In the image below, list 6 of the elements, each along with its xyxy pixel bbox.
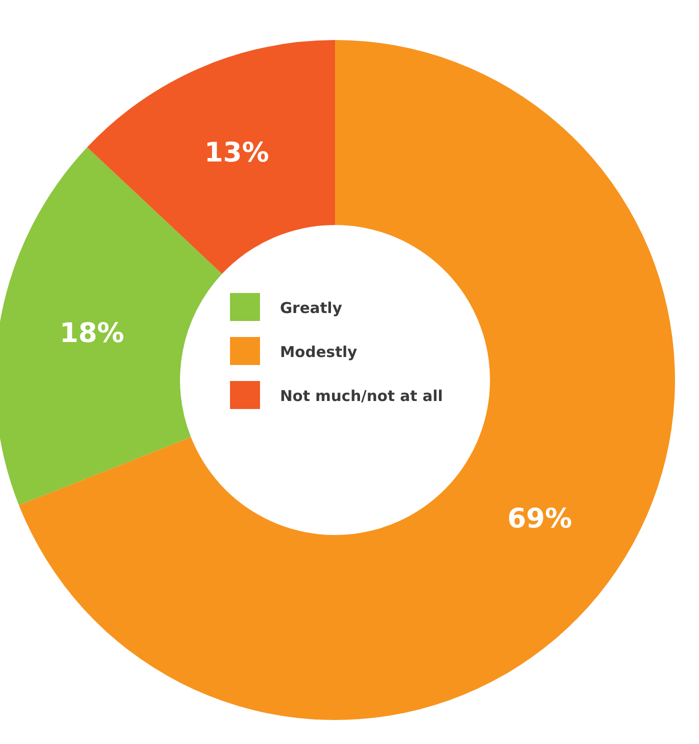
data-label: 18% bbox=[60, 318, 124, 350]
legend-label: Not much/not at all bbox=[280, 387, 443, 405]
legend-label: Greatly bbox=[280, 299, 342, 317]
data-label: 69% bbox=[507, 504, 572, 535]
legend-label: Modestly bbox=[280, 343, 358, 361]
data-label: 13% bbox=[204, 137, 270, 168]
